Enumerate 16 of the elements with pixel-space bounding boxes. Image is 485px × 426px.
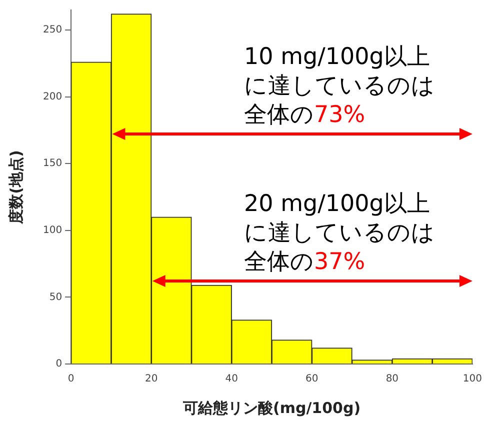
x-tick-label: 20 xyxy=(144,374,158,385)
x-tick-label: 60 xyxy=(306,374,318,385)
x-tick-label: 100 xyxy=(462,374,482,385)
y-tick-label: 250 xyxy=(42,24,62,36)
x-tick-label: 40 xyxy=(225,374,238,385)
y-tick-label: 0 xyxy=(56,358,62,370)
annotation: 10 mg/100g以上に達しているのは全体の73% xyxy=(244,44,435,128)
x-tick-label: 80 xyxy=(386,374,399,385)
x-tick-label: 0 xyxy=(68,374,74,385)
y-tick-label: 100 xyxy=(42,225,62,236)
y-tick-label: 150 xyxy=(42,158,62,170)
y-tick-label: 200 xyxy=(42,91,62,102)
y-tick-label: 50 xyxy=(49,292,62,303)
annotation: 20 mg/100g以上に達しているのは全体の37% xyxy=(244,191,435,275)
y-axis-title: 度数(地点) xyxy=(6,150,25,225)
x-axis-title: 可給態リン酸(mg/100g) xyxy=(182,398,361,417)
